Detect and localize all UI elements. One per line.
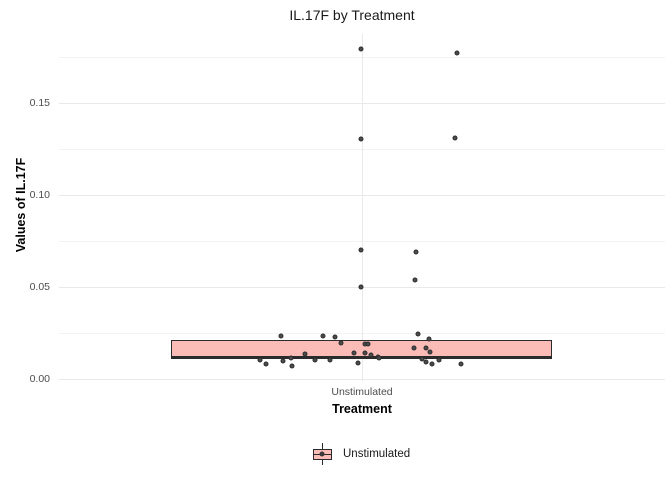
jitter-point — [358, 136, 364, 142]
x-tick-label: Unstimulated — [331, 386, 393, 398]
jitter-point — [436, 357, 442, 363]
jitter-point — [289, 363, 295, 369]
y-axis-title: Values of IL.17F — [14, 157, 28, 253]
jitter-point — [288, 355, 294, 361]
jitter-point — [376, 355, 382, 361]
jitter-point — [458, 361, 464, 367]
jitter-point — [426, 336, 432, 342]
jitter-point — [362, 350, 368, 356]
jitter-point — [280, 358, 286, 364]
jitter-point — [423, 345, 429, 351]
legend-key-boxplot-glyph — [312, 442, 332, 466]
jitter-point — [365, 341, 371, 347]
jitter-point — [454, 50, 460, 56]
jitter-point — [452, 135, 458, 141]
jitter-point — [332, 334, 338, 340]
legend-label: Unstimulated — [343, 448, 411, 460]
jitter-point — [419, 356, 425, 362]
gridline-category-center — [361, 34, 363, 381]
legend-key-point — [319, 451, 325, 457]
jitter-point — [358, 247, 364, 253]
jitter-point — [351, 350, 357, 356]
x-axis-title: Treatment — [332, 402, 392, 416]
jitter-point — [257, 357, 263, 363]
jitter-point — [429, 361, 435, 367]
jitter-point — [358, 46, 364, 52]
legend: Unstimulated — [312, 442, 410, 466]
jitter-point — [423, 359, 429, 365]
y-tick-label-0.10: 0.10 — [29, 188, 50, 201]
jitter-point — [312, 357, 318, 363]
y-tick-label-0.15: 0.15 — [29, 96, 50, 109]
jitter-point — [412, 277, 418, 283]
jitter-point — [415, 331, 421, 337]
jitter-point — [413, 249, 419, 255]
panel — [59, 34, 665, 381]
y-tick-label-0.05: 0.05 — [29, 280, 50, 293]
boxplot-median — [171, 355, 552, 358]
jitter-point — [411, 345, 417, 351]
jitter-point — [320, 333, 326, 339]
jitter-point — [327, 357, 333, 363]
jitter-point — [263, 361, 269, 367]
jitter-point — [368, 352, 374, 358]
jitter-point — [355, 360, 361, 366]
boxplot-box — [171, 340, 552, 359]
jitter-point — [427, 349, 433, 355]
jitter-point — [338, 340, 344, 346]
plot-title: IL.17F by Treatment — [289, 7, 415, 23]
y-tick-label-0.00: 0.00 — [29, 372, 50, 385]
jitter-point — [302, 351, 308, 357]
jitter-point — [278, 333, 284, 339]
jitter-point — [358, 284, 364, 290]
